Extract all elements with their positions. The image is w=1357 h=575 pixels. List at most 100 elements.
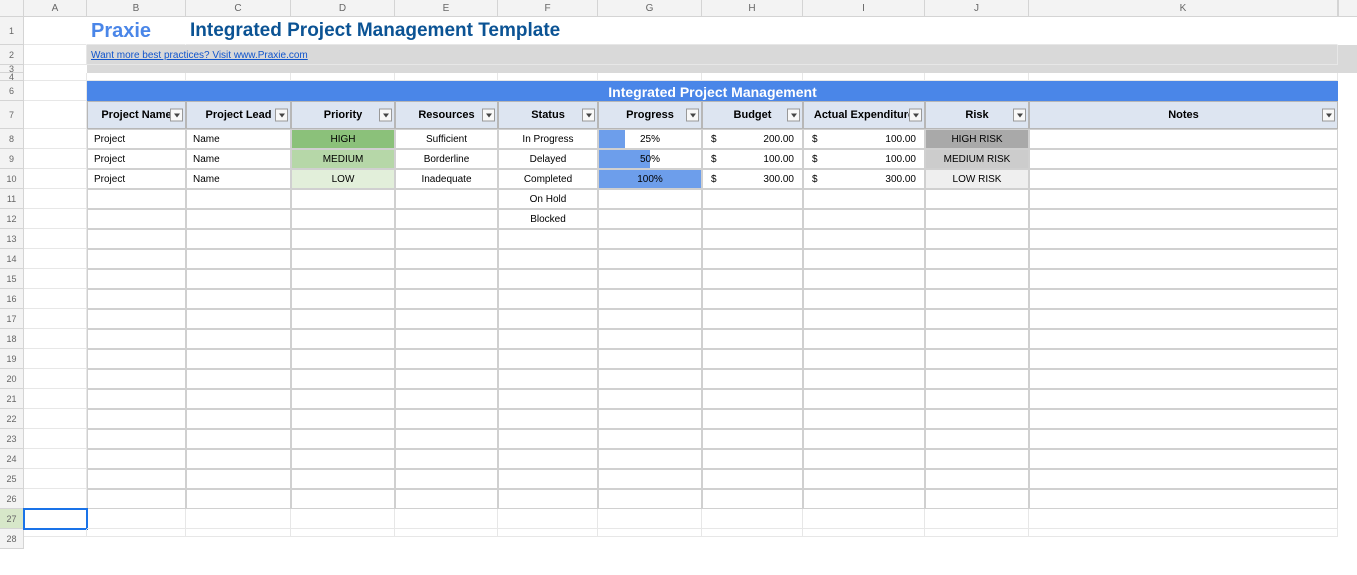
col-header-E[interactable]: E — [395, 0, 498, 16]
cell-empty[interactable] — [395, 369, 498, 389]
cell-empty[interactable] — [291, 229, 395, 249]
cell-empty[interactable] — [598, 229, 702, 249]
cell-empty[interactable] — [925, 249, 1029, 269]
cell-empty[interactable] — [291, 249, 395, 269]
cell-empty[interactable] — [803, 229, 925, 249]
cell-empty[interactable] — [1029, 469, 1338, 489]
cell-empty[interactable] — [498, 489, 598, 509]
cell-empty[interactable] — [395, 389, 498, 409]
cell-empty[interactable] — [291, 289, 395, 309]
row-header-4[interactable]: 4 — [0, 73, 24, 81]
cell-empty[interactable] — [498, 429, 598, 449]
cell-empty[interactable] — [291, 329, 395, 349]
cell-empty[interactable] — [87, 309, 186, 329]
cell-empty[interactable] — [291, 489, 395, 509]
cell-empty[interactable] — [186, 389, 291, 409]
cell-empty[interactable] — [925, 449, 1029, 469]
cell-empty[interactable] — [498, 229, 598, 249]
cell-empty[interactable] — [702, 449, 803, 469]
row-header-24[interactable]: 24 — [0, 449, 24, 469]
cell-priority[interactable]: MEDIUM — [291, 149, 395, 169]
col-header-C[interactable]: C — [186, 0, 291, 16]
cell-empty[interactable] — [291, 449, 395, 469]
row-header-18[interactable]: 18 — [0, 329, 24, 349]
cell-project-name[interactable]: Project — [87, 149, 186, 169]
cell-empty[interactable] — [925, 329, 1029, 349]
cell-empty[interactable] — [87, 349, 186, 369]
cell-empty[interactable] — [186, 289, 291, 309]
cell-notes[interactable] — [1029, 149, 1338, 169]
cell-empty[interactable] — [925, 209, 1029, 229]
cell-empty[interactable]: On Hold — [498, 189, 598, 209]
cell-empty[interactable] — [1029, 489, 1338, 509]
cell-empty[interactable] — [186, 309, 291, 329]
row-header-16[interactable]: 16 — [0, 289, 24, 309]
row-header-20[interactable]: 20 — [0, 369, 24, 389]
cell-empty[interactable] — [803, 249, 925, 269]
cell-empty[interactable] — [598, 329, 702, 349]
cell-empty[interactable] — [87, 189, 186, 209]
row-header-13[interactable]: 13 — [0, 229, 24, 249]
cell-empty[interactable] — [186, 449, 291, 469]
cell-actual[interactable]: $100.00 — [803, 149, 925, 169]
cell-empty[interactable] — [803, 349, 925, 369]
filter-dropdown-icon[interactable] — [275, 109, 288, 122]
cell-risk[interactable]: HIGH RISK — [925, 129, 1029, 149]
cell-empty[interactable] — [925, 309, 1029, 329]
cell-project-name[interactable]: Project — [87, 169, 186, 189]
cell[interactable] — [87, 509, 186, 529]
cell-empty[interactable] — [598, 309, 702, 329]
cell-empty[interactable] — [925, 469, 1029, 489]
cell-empty[interactable] — [498, 369, 598, 389]
select-all-corner[interactable] — [0, 0, 24, 16]
cell[interactable] — [186, 509, 291, 529]
cell-empty[interactable] — [87, 229, 186, 249]
cell-empty[interactable] — [803, 489, 925, 509]
filter-dropdown-icon[interactable] — [170, 109, 183, 122]
cell-empty[interactable] — [395, 329, 498, 349]
cell-empty[interactable] — [498, 309, 598, 329]
column-header-project-name[interactable]: Project Name — [87, 101, 186, 129]
cell-empty[interactable] — [186, 349, 291, 369]
cell-empty[interactable] — [291, 469, 395, 489]
row-header-22[interactable]: 22 — [0, 409, 24, 429]
cell-empty[interactable] — [702, 489, 803, 509]
cell-empty[interactable] — [803, 429, 925, 449]
cell-empty[interactable] — [598, 209, 702, 229]
cell-empty[interactable] — [598, 489, 702, 509]
cell[interactable] — [702, 509, 803, 529]
cell-empty[interactable] — [186, 209, 291, 229]
cell-empty[interactable] — [498, 349, 598, 369]
cell-empty[interactable] — [598, 249, 702, 269]
cell-empty[interactable] — [1029, 349, 1338, 369]
column-header-resources[interactable]: Resources — [395, 101, 498, 129]
cell-empty[interactable] — [291, 389, 395, 409]
cell-empty[interactable] — [291, 309, 395, 329]
cell-empty[interactable] — [1029, 209, 1338, 229]
cell-empty[interactable] — [186, 189, 291, 209]
row-header-25[interactable]: 25 — [0, 469, 24, 489]
row-header-9[interactable]: 9 — [0, 149, 24, 169]
cell-priority[interactable]: HIGH — [291, 129, 395, 149]
row-header-6[interactable]: 6 — [0, 81, 24, 101]
cell-empty[interactable] — [1029, 369, 1338, 389]
cell-empty[interactable] — [598, 469, 702, 489]
cell-resources[interactable]: Inadequate — [395, 169, 498, 189]
cell-project-lead[interactable]: Name — [186, 129, 291, 149]
row-header-23[interactable]: 23 — [0, 429, 24, 449]
cell-empty[interactable] — [1029, 249, 1338, 269]
column-header-budget[interactable]: Budget — [702, 101, 803, 129]
row-header-19[interactable]: 19 — [0, 349, 24, 369]
filter-dropdown-icon[interactable] — [909, 109, 922, 122]
cell-empty[interactable] — [803, 449, 925, 469]
cell-empty[interactable] — [1029, 449, 1338, 469]
column-header-project-lead[interactable]: Project Lead — [186, 101, 291, 129]
cell[interactable] — [498, 509, 598, 529]
cell-empty[interactable] — [291, 429, 395, 449]
cell-empty[interactable] — [186, 369, 291, 389]
col-header-J[interactable]: J — [925, 0, 1029, 16]
row-header-26[interactable]: 26 — [0, 489, 24, 509]
cell-empty[interactable] — [803, 469, 925, 489]
cell-empty[interactable] — [598, 389, 702, 409]
cell-empty[interactable] — [803, 209, 925, 229]
